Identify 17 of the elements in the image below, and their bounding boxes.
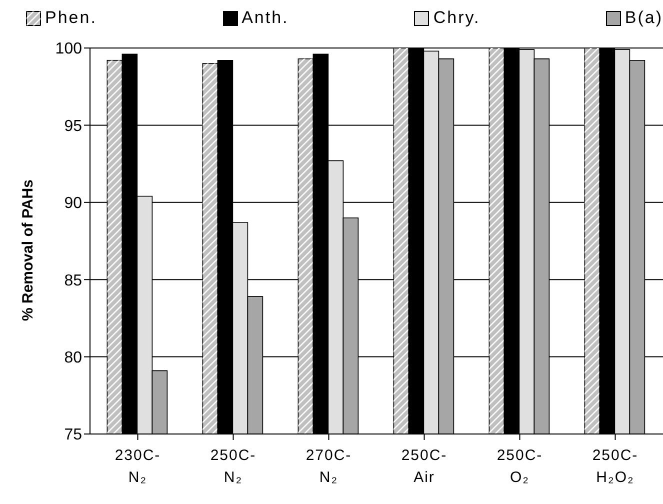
x-tick-label: 230C-N₂ [114,447,161,486]
x-tick-label: 270C-N₂ [306,447,352,486]
y-tick-label: 75 [64,426,82,444]
legend-label: Phen. [44,8,97,28]
x-tick-label: 250C-N₂ [210,447,256,486]
legend-label: Chry. [432,8,480,28]
y-tick-label: 85 [64,272,82,290]
y-tick-label: 100 [55,40,82,58]
x-tick-label: 250C-H₂O₂ [592,447,638,486]
x-tick-label: 250C-Air [401,447,448,486]
y-tick-label: 95 [64,118,82,135]
legend-label: Anth. [240,8,289,28]
legend-label: B(a) [624,8,663,28]
x-tick-label: 250C-O₂ [496,447,543,486]
y-tick-label: 80 [64,349,82,366]
y-tick-label: 90 [64,195,82,212]
y-axis-title: % Removal of PAHs [19,180,36,321]
